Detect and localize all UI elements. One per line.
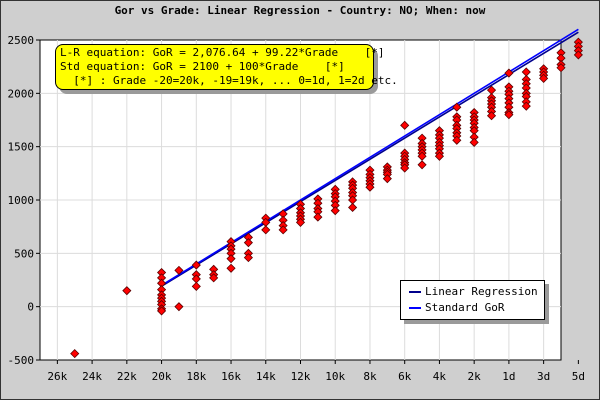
data-point	[174, 265, 184, 275]
legend-item-standard-gor: Standard GoR	[409, 301, 504, 315]
chart-title: Gor vs Grade: Linear Regression - Countr…	[114, 4, 486, 17]
data-point	[486, 111, 497, 121]
x-tick-label: 4k	[433, 370, 447, 383]
data-point	[504, 68, 514, 78]
legend-swatch-linear-regression	[409, 291, 421, 293]
data-point	[452, 135, 462, 145]
y-tick-label: 1000	[8, 194, 35, 207]
data-point	[504, 110, 514, 120]
data-point	[469, 137, 479, 147]
data-point	[226, 254, 236, 264]
legend: Linear Regression Standard GoR	[400, 280, 545, 320]
data-point	[191, 281, 201, 291]
lr-equation: L-R equation: GoR = 2,076.64 + 99.22*Gra…	[60, 46, 385, 59]
legend-label-standard-gor: Standard GoR	[425, 301, 505, 314]
x-axis-ticks: 26k 24k 22k 20k 18k 16k 14k 12k 10k 8k 6k 4k 2k 1d 3d 5…	[47, 360, 585, 383]
data-point	[400, 163, 410, 173]
data-point	[70, 349, 80, 359]
data-point	[539, 73, 549, 83]
y-tick-label: 0	[27, 301, 34, 314]
data-point	[521, 101, 531, 111]
x-tick-label: 2k	[468, 370, 482, 383]
x-tick-label: 8k	[363, 370, 377, 383]
data-point	[382, 174, 392, 184]
x-tick-label: 10k	[325, 370, 345, 383]
x-tick-label: 20k	[152, 370, 172, 383]
data-point	[261, 225, 271, 235]
grade-note: [*] : Grade -20=20k, -19=19k, ... 0=1d, …	[60, 74, 398, 87]
y-tick-label: 2500	[8, 34, 35, 47]
x-tick-label: 3d	[537, 370, 550, 383]
x-tick-label: 26k	[47, 370, 67, 383]
std-equation: Std equation: GoR = 2100 + 100*Grade [*]	[60, 60, 345, 73]
x-tick-label: 16k	[221, 370, 241, 383]
y-axis-ticks: -500 0 500 1000 1500 2000 2500	[8, 34, 40, 367]
x-tick-label: 6k	[398, 370, 412, 383]
legend-swatch-standard-gor	[409, 307, 421, 309]
data-point	[556, 63, 566, 73]
data-point	[209, 273, 219, 283]
x-tick-label: 22k	[117, 370, 137, 383]
data-point	[157, 306, 167, 316]
data-point	[226, 263, 236, 273]
data-points	[70, 37, 583, 359]
data-point	[243, 238, 253, 248]
x-tick-label: 12k	[291, 370, 311, 383]
data-point	[365, 182, 375, 192]
x-tick-label: 1d	[502, 370, 515, 383]
equation-box: L-R equation: GoR = 2,076.64 + 99.22*Gra…	[55, 44, 398, 90]
data-point	[122, 286, 132, 296]
x-tick-label: 5d	[572, 370, 585, 383]
data-point	[295, 217, 306, 227]
data-point	[348, 202, 358, 213]
data-point	[434, 151, 444, 161]
legend-item-linear-regression: Linear Regression	[409, 285, 538, 299]
y-tick-label: -500	[8, 354, 35, 367]
y-tick-label: 1500	[8, 141, 35, 154]
x-tick-label: 24k	[82, 370, 102, 383]
x-tick-label: 14k	[256, 370, 276, 383]
data-point	[330, 206, 340, 216]
data-point	[313, 212, 323, 222]
legend-label-linear-regression: Linear Regression	[425, 285, 538, 298]
y-tick-label: 2000	[8, 87, 35, 100]
y-tick-label: 500	[14, 247, 34, 260]
data-point	[191, 260, 201, 270]
data-point	[417, 160, 427, 170]
data-point	[278, 225, 288, 235]
data-point	[243, 253, 253, 263]
data-point	[174, 302, 184, 312]
x-tick-label: 18k	[186, 370, 206, 383]
data-point	[400, 120, 410, 130]
data-point	[452, 102, 462, 112]
data-point	[573, 50, 583, 60]
